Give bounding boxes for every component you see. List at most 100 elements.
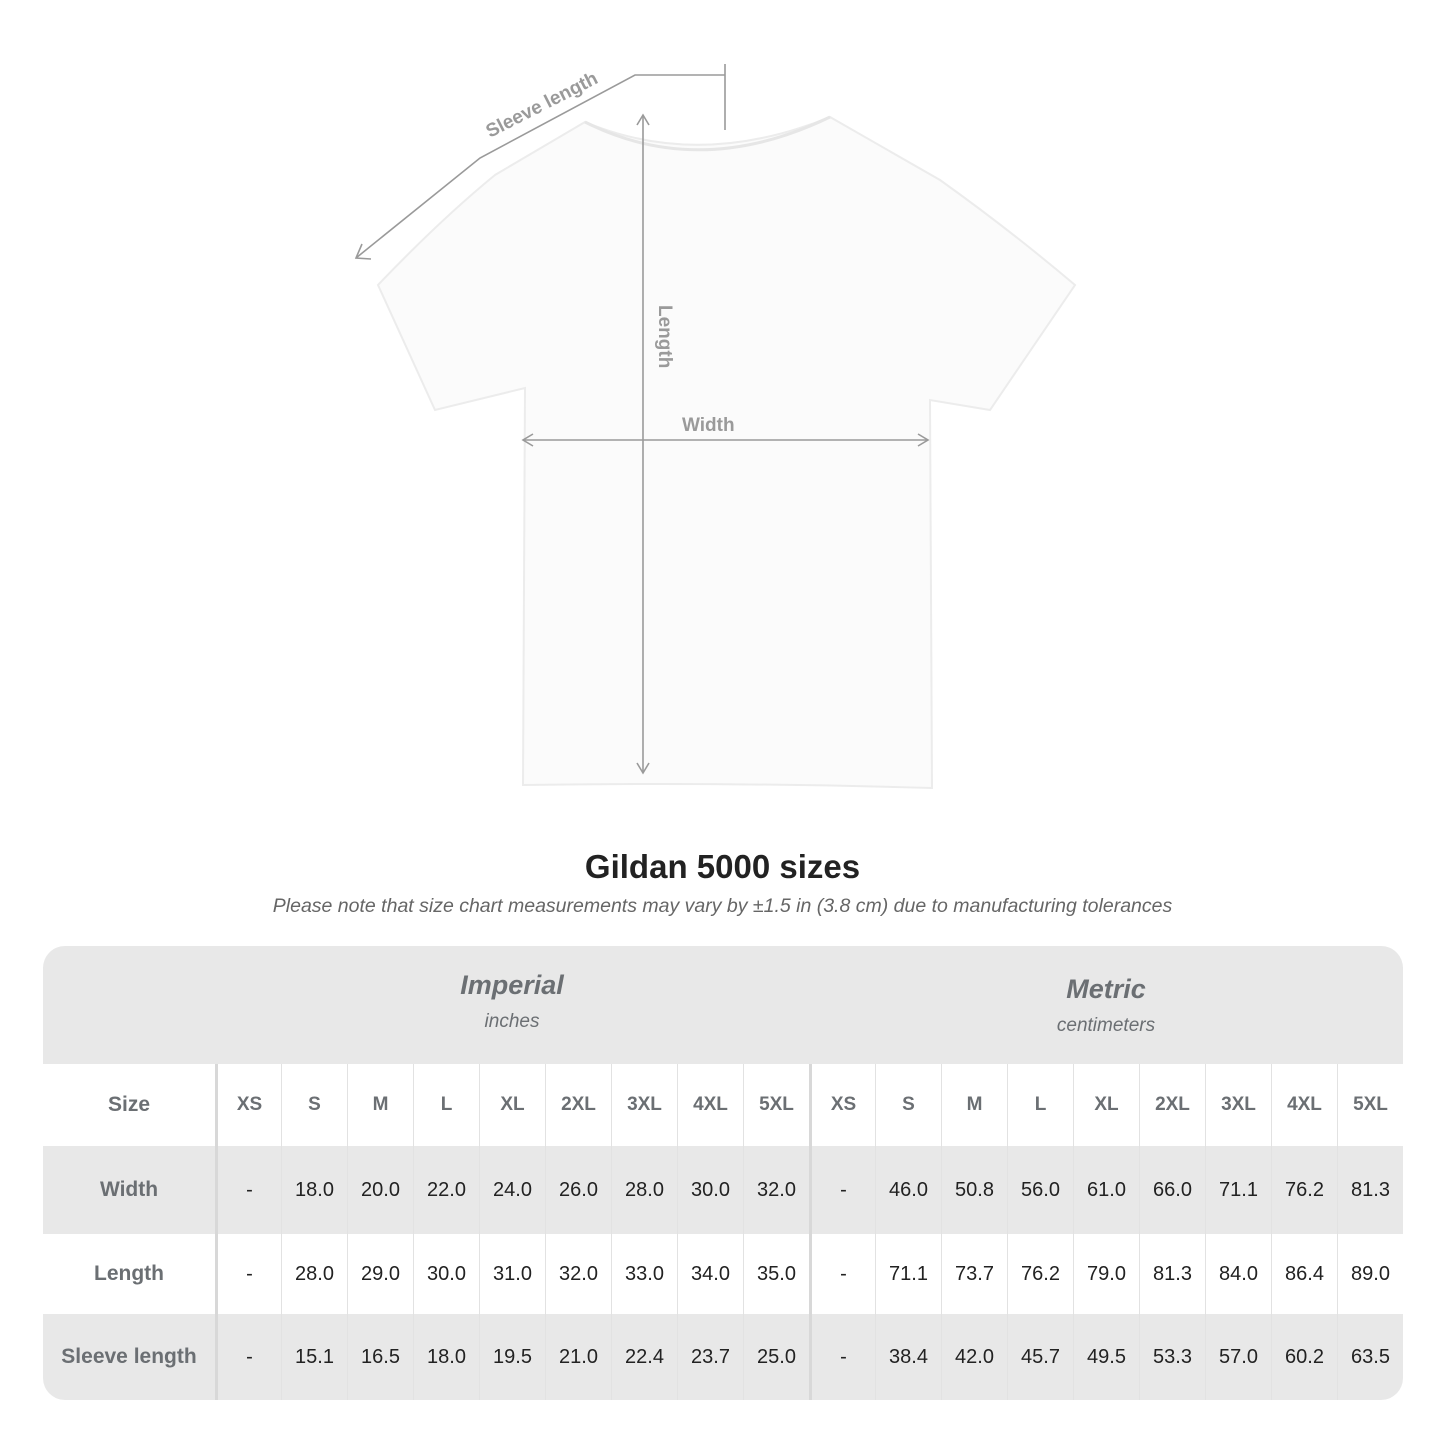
imperial-value-cell: 18.0	[281, 1146, 347, 1234]
width-arrow-left	[521, 433, 534, 447]
imperial-value-cell: 32.0	[545, 1234, 611, 1314]
imperial-size-5xl: 5XL	[743, 1064, 809, 1146]
imperial-size-4xl: 4XL	[677, 1064, 743, 1146]
imperial-size-2xl: 2XL	[545, 1064, 611, 1146]
imperial-size-xl: XL	[479, 1064, 545, 1146]
metric-value-cell: 60.2	[1271, 1314, 1337, 1400]
metric-value-cell: 73.7	[941, 1234, 1007, 1314]
imperial-value-cell: 28.0	[281, 1234, 347, 1314]
imperial-value-cell: 26.0	[545, 1146, 611, 1234]
metric-value-cell: 81.3	[1139, 1234, 1205, 1314]
imperial-value-cell: 31.0	[479, 1234, 545, 1314]
size-table: Imperial inches Metric centimeters Size X…	[43, 946, 1403, 1400]
metric-value-cell: 84.0	[1205, 1234, 1271, 1314]
metric-value-cell: 71.1	[875, 1234, 941, 1314]
imperial-value-cell: 15.1	[281, 1314, 347, 1400]
width-label: Width	[682, 415, 735, 436]
length-arrow-top	[636, 113, 650, 126]
metric-value-cell: 79.0	[1073, 1234, 1139, 1314]
imperial-value-cell: 21.0	[545, 1314, 611, 1400]
sleeve-arrowhead	[354, 243, 372, 260]
imperial-size-s: S	[281, 1064, 347, 1146]
metric-value-cell: 53.3	[1139, 1314, 1205, 1400]
metric-value-cell: 49.5	[1073, 1314, 1139, 1400]
imperial-header: Imperial inches	[215, 970, 809, 1088]
imperial-value-cell: 22.0	[413, 1146, 479, 1234]
imperial-value-cell: 33.0	[611, 1234, 677, 1314]
imperial-unit: inches	[484, 1011, 540, 1032]
metric-title: Metric	[1066, 974, 1146, 1004]
imperial-size-m: M	[347, 1064, 413, 1146]
metric-size-s: S	[875, 1064, 941, 1146]
metric-value-cell: 45.7	[1007, 1314, 1073, 1400]
imperial-value-cell: -	[215, 1234, 281, 1314]
table-row: Length -28.0 29.0 30.0 31.0 32.0 33.0 34.0 35.0-…	[43, 1234, 1403, 1314]
imperial-value-cell: 34.0	[677, 1234, 743, 1314]
metric-value-cell: 76.2	[1271, 1146, 1337, 1234]
table-row: Sleeve length -15.1 16.5 18.0 19.5 21.0 22.4 23…	[43, 1314, 1403, 1400]
imperial-title: Imperial	[460, 970, 564, 1000]
metric-size-m: M	[941, 1064, 1007, 1146]
imperial-value-cell: 29.0	[347, 1234, 413, 1314]
size-label: Size	[107, 1093, 151, 1116]
metric-value-cell: 46.0	[875, 1146, 941, 1234]
row-label: Sleeve length	[61, 1345, 197, 1368]
imperial-size-xs: XS	[215, 1064, 281, 1146]
metric-unit: centimeters	[1056, 1015, 1156, 1036]
imperial-value-cell: -	[215, 1146, 281, 1234]
metric-value-cell: 89.0	[1337, 1234, 1403, 1314]
metric-value-cell: 61.0	[1073, 1146, 1139, 1234]
metric-value-cell: 81.3	[1337, 1146, 1403, 1234]
metric-value-cell: 66.0	[1139, 1146, 1205, 1234]
length-label: Length	[654, 305, 675, 368]
metric-value-cell: 76.2	[1007, 1234, 1073, 1314]
length-arrow-bottom	[636, 762, 650, 775]
metric-size-2xl: 2XL	[1139, 1064, 1205, 1146]
metric-value-cell: 56.0	[1007, 1146, 1073, 1234]
metric-size-4xl: 4XL	[1271, 1064, 1337, 1146]
sleeve-measure-line	[355, 74, 725, 259]
metric-header: Metric centimeters	[809, 974, 1403, 1092]
imperial-value-cell: 24.0	[479, 1146, 545, 1234]
imperial-size-l: L	[413, 1064, 479, 1146]
metric-size-5xl: 5XL	[1337, 1064, 1403, 1146]
imperial-value-cell: 23.7	[677, 1314, 743, 1400]
imperial-value-cell: -	[215, 1314, 281, 1400]
row-label: Length	[94, 1262, 164, 1285]
imperial-value-cell: 18.0	[413, 1314, 479, 1400]
metric-value-cell: 57.0	[1205, 1314, 1271, 1400]
imperial-value-cell: 35.0	[743, 1234, 809, 1314]
metric-value-cell: 71.1	[1205, 1146, 1271, 1234]
tolerance-note: Please note that size chart measurements…	[272, 895, 1173, 917]
imperial-value-cell: 16.5	[347, 1314, 413, 1400]
metric-value-cell: 63.5	[1337, 1314, 1403, 1400]
width-arrow-right	[917, 433, 930, 447]
tshirt-image	[376, 115, 1077, 790]
tshirt-collar	[584, 115, 831, 152]
metric-size-xl: XL	[1073, 1064, 1139, 1146]
metric-value-cell: 42.0	[941, 1314, 1007, 1400]
page-title: Gildan 5000 sizes	[584, 848, 861, 885]
imperial-value-cell: 25.0	[743, 1314, 809, 1400]
metric-value-cell: -	[809, 1314, 875, 1400]
imperial-value-cell: 22.4	[611, 1314, 677, 1400]
table-row: Width -18.0 20.0 22.0 24.0 26.0 28.0 30.0 32.0-4…	[43, 1146, 1403, 1234]
tshirt-diagram: Sleeve length Length Width	[354, 64, 1077, 790]
imperial-value-cell: 30.0	[413, 1234, 479, 1314]
row-label: Width	[99, 1178, 159, 1201]
metric-value-cell: 86.4	[1271, 1234, 1337, 1314]
imperial-value-cell: 30.0	[677, 1146, 743, 1234]
imperial-size-3xl: 3XL	[611, 1064, 677, 1146]
imperial-value-cell: 20.0	[347, 1146, 413, 1234]
metric-value-cell: 38.4	[875, 1314, 941, 1400]
metric-value-cell: 50.8	[941, 1146, 1007, 1234]
metric-value-cell: -	[809, 1146, 875, 1234]
size-header-row: Size XS S M L XL 2XL 3XL 4XL 5XL XS S M L XL 2XL 3XL 4XL 5…	[43, 1064, 1403, 1146]
imperial-value-cell: 32.0	[743, 1146, 809, 1234]
imperial-value-cell: 28.0	[611, 1146, 677, 1234]
imperial-value-cell: 19.5	[479, 1314, 545, 1400]
metric-size-l: L	[1007, 1064, 1073, 1146]
metric-size-3xl: 3XL	[1205, 1064, 1271, 1146]
metric-value-cell: -	[809, 1234, 875, 1314]
